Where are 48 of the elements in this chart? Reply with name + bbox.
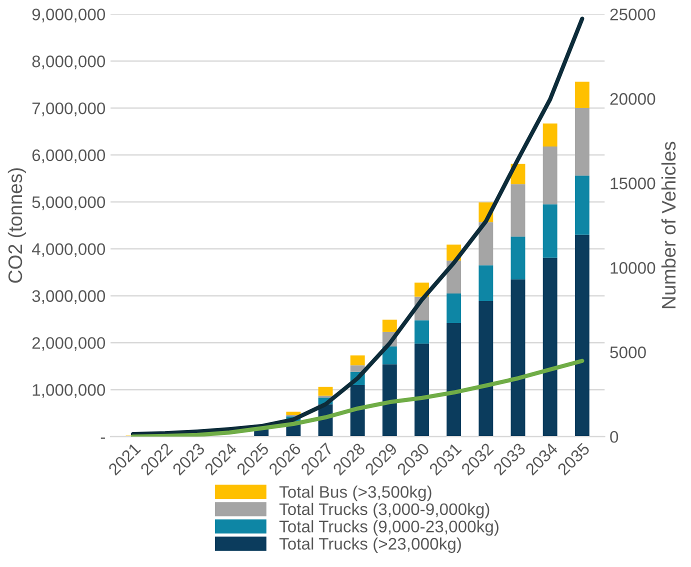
y-tick-label: 8,000,000 [32, 56, 106, 70]
bar [574, 108, 590, 176]
y2-tick-label: 25000 [610, 8, 656, 20]
bar [574, 176, 590, 235]
y2-tick-label: 20000 [610, 93, 656, 105]
legend-label: Total Bus (>3,500kg) [279, 486, 432, 502]
legend-label: Total Trucks (3,000-9,000kg) [279, 502, 490, 518]
bar [382, 364, 397, 437]
legend-label: Total Trucks (>23,000kg) [279, 537, 461, 553]
bar [350, 384, 365, 437]
bar [382, 320, 397, 332]
bar [510, 184, 526, 237]
bar [542, 124, 558, 147]
y-tick-label: 2,000,000 [32, 337, 106, 351]
y-axis-title: CO2 (tonnes) [8, 168, 26, 283]
y-tick-label: 9,000,000 [32, 8, 106, 22]
bar [286, 412, 301, 415]
bar [574, 234, 590, 437]
bar [510, 279, 526, 437]
bar [542, 204, 558, 258]
y2-tick-label: 5000 [610, 346, 646, 358]
line-series [130, 358, 584, 437]
y-tick-label: 1,000,000 [32, 384, 106, 398]
bar [478, 222, 494, 266]
y-tick-label: - [100, 438, 105, 439]
y-tick-label: 7,000,000 [32, 102, 106, 116]
bar [446, 323, 462, 437]
y2-tick-label: 15000 [610, 178, 656, 190]
legend-label: Total Trucks (9,000-23,000kg) [279, 520, 498, 536]
bar [414, 320, 429, 344]
bar [542, 146, 558, 204]
line-series [130, 16, 584, 436]
bar [542, 258, 558, 437]
bar [510, 236, 526, 280]
bar [478, 300, 494, 437]
bar [414, 344, 429, 437]
y-tick-label: 4,000,000 [32, 243, 106, 258]
bar [478, 265, 494, 301]
y2-axis-title: Number of Vehicles [661, 142, 676, 308]
bar [574, 82, 590, 108]
y-tick-label: 5,000,000 [32, 196, 106, 210]
y-tick-label: 6,000,000 [32, 149, 106, 164]
y-tick-label: 3,000,000 [32, 290, 106, 304]
bar [446, 293, 462, 324]
y2-tick-label: 0 [610, 430, 618, 443]
y2-tick-label: 10000 [610, 262, 656, 274]
bar [350, 355, 365, 366]
bar [318, 386, 333, 396]
